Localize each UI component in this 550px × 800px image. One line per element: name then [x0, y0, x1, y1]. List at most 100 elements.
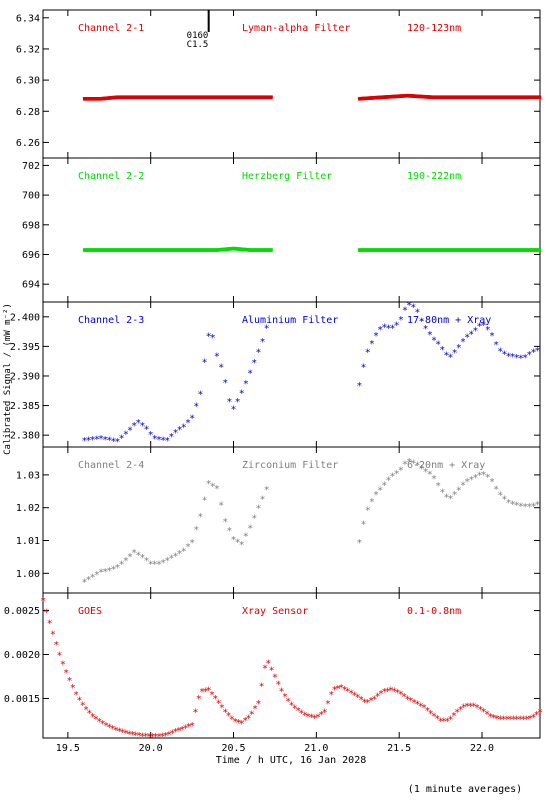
- data-point: *: [110, 436, 116, 447]
- data-point: *: [448, 352, 454, 363]
- data-point: *: [377, 325, 383, 336]
- data-point: *: [385, 686, 391, 697]
- data-point: *: [185, 418, 191, 429]
- data-point: *: [477, 705, 483, 716]
- panel-filter-label: Lyman-alpha Filter: [242, 23, 350, 34]
- data-point: *: [86, 709, 92, 720]
- data-point: *: [361, 520, 367, 531]
- panel-1: 6.26 6.28 6.30 6.32 6.34 Channel 2-1 Lyman-alp…: [16, 9, 542, 159]
- data-point: *: [143, 732, 149, 743]
- data-point: *: [474, 703, 480, 714]
- data-point: *: [156, 732, 162, 743]
- data-point: *: [173, 428, 179, 439]
- y-tick-label: 0.0015: [4, 694, 40, 705]
- data-point: *: [119, 559, 125, 570]
- data-point: *: [106, 436, 112, 447]
- data-point: *: [369, 497, 375, 508]
- data-point: *: [98, 568, 104, 579]
- data-point: *: [226, 526, 232, 537]
- data-point: *: [454, 708, 460, 719]
- data-point: *: [441, 716, 447, 727]
- data-point: *: [206, 479, 212, 490]
- data-point: *: [226, 397, 232, 408]
- y-tick-label: 2.400: [10, 312, 40, 323]
- data-point: *: [325, 699, 331, 710]
- data-point: *: [189, 721, 195, 732]
- x-axis-label: Time / h UTC, 16 Jan 2028: [216, 755, 367, 766]
- data-point: *: [235, 537, 241, 548]
- panel-band-label: 6-20nm + Xray: [407, 460, 485, 471]
- y-axis-label: Calibrated Signal / (mW m⁻²): [3, 303, 13, 455]
- data-point: *: [460, 337, 466, 348]
- data-series-1: [82, 95, 273, 101]
- data-point: *: [507, 715, 513, 726]
- data-point: *: [160, 435, 166, 446]
- data-point: *: [527, 714, 533, 725]
- data-point: *: [210, 482, 216, 493]
- data-point: *: [139, 553, 145, 564]
- data-point: *: [391, 687, 397, 698]
- data-point: *: [148, 559, 154, 570]
- data-point: *: [497, 491, 503, 502]
- data-point: *: [305, 712, 311, 723]
- data-point: *: [385, 475, 391, 486]
- data-point: *: [127, 426, 133, 437]
- data-point: *: [427, 469, 433, 480]
- data-point: *: [468, 475, 474, 486]
- data-point: *: [534, 500, 540, 511]
- data-series-1: [82, 246, 273, 252]
- data-point: *: [368, 696, 374, 707]
- data-point: *: [103, 721, 109, 732]
- data-point: *: [338, 683, 344, 694]
- data-point: *: [510, 715, 516, 726]
- y-tick-label: 6.26: [16, 138, 40, 149]
- data-point: *: [448, 494, 454, 505]
- data-point: *: [131, 548, 137, 559]
- data-point: *: [259, 337, 265, 348]
- panel-3: 2.380 2.385 2.390 2.395 2.400 Channel 2-3 Alum…: [10, 301, 541, 448]
- data-point: *: [206, 686, 212, 697]
- data-point: *: [123, 556, 129, 567]
- data-point: *: [259, 494, 265, 505]
- data-series-1: ****************************************…: [81, 479, 269, 588]
- data-point: *: [428, 709, 434, 720]
- y-tick-label: 1.01: [16, 536, 40, 547]
- data-point: *: [530, 501, 536, 512]
- data-point: *: [520, 715, 526, 726]
- data-point: *: [418, 701, 424, 712]
- data-point: *: [373, 331, 379, 342]
- data-point: *: [444, 716, 450, 727]
- data-point: *: [181, 546, 187, 557]
- panel-band-label: 0.1-0.8nm: [407, 606, 461, 617]
- data-point: *: [385, 324, 391, 335]
- data-point: *: [94, 570, 100, 581]
- data-point: *: [43, 607, 49, 618]
- data-point: *: [247, 368, 253, 379]
- data-point: *: [219, 703, 225, 714]
- data-point: *: [295, 706, 301, 717]
- data-point: *: [90, 712, 96, 723]
- data-point: *: [222, 517, 228, 528]
- data-point: *: [222, 378, 228, 389]
- data-point: *: [398, 465, 404, 476]
- data-point: *: [443, 493, 449, 504]
- data-point: *: [501, 495, 507, 506]
- data-point: *: [81, 436, 87, 447]
- data-point: *: [93, 714, 99, 725]
- data-point: *: [452, 490, 458, 501]
- data-point: *: [298, 709, 304, 720]
- data-point: *: [262, 664, 268, 675]
- data-point: *: [116, 727, 122, 738]
- panel-5: 0.0015 0.0020 0.0025 GOES Xray Sensor 0.1-0.8…: [4, 592, 543, 743]
- data-point: *: [169, 728, 175, 739]
- panel-band-label: 190-222nm: [407, 171, 461, 182]
- data-point: *: [431, 474, 437, 485]
- y-tick-label: 1.00: [16, 569, 40, 580]
- data-point: *: [467, 701, 473, 712]
- data-point: *: [315, 713, 321, 724]
- data-point: *: [481, 707, 487, 718]
- data-point: [269, 248, 273, 252]
- y-tick-label: 6.28: [16, 107, 40, 118]
- data-point: *: [371, 694, 377, 705]
